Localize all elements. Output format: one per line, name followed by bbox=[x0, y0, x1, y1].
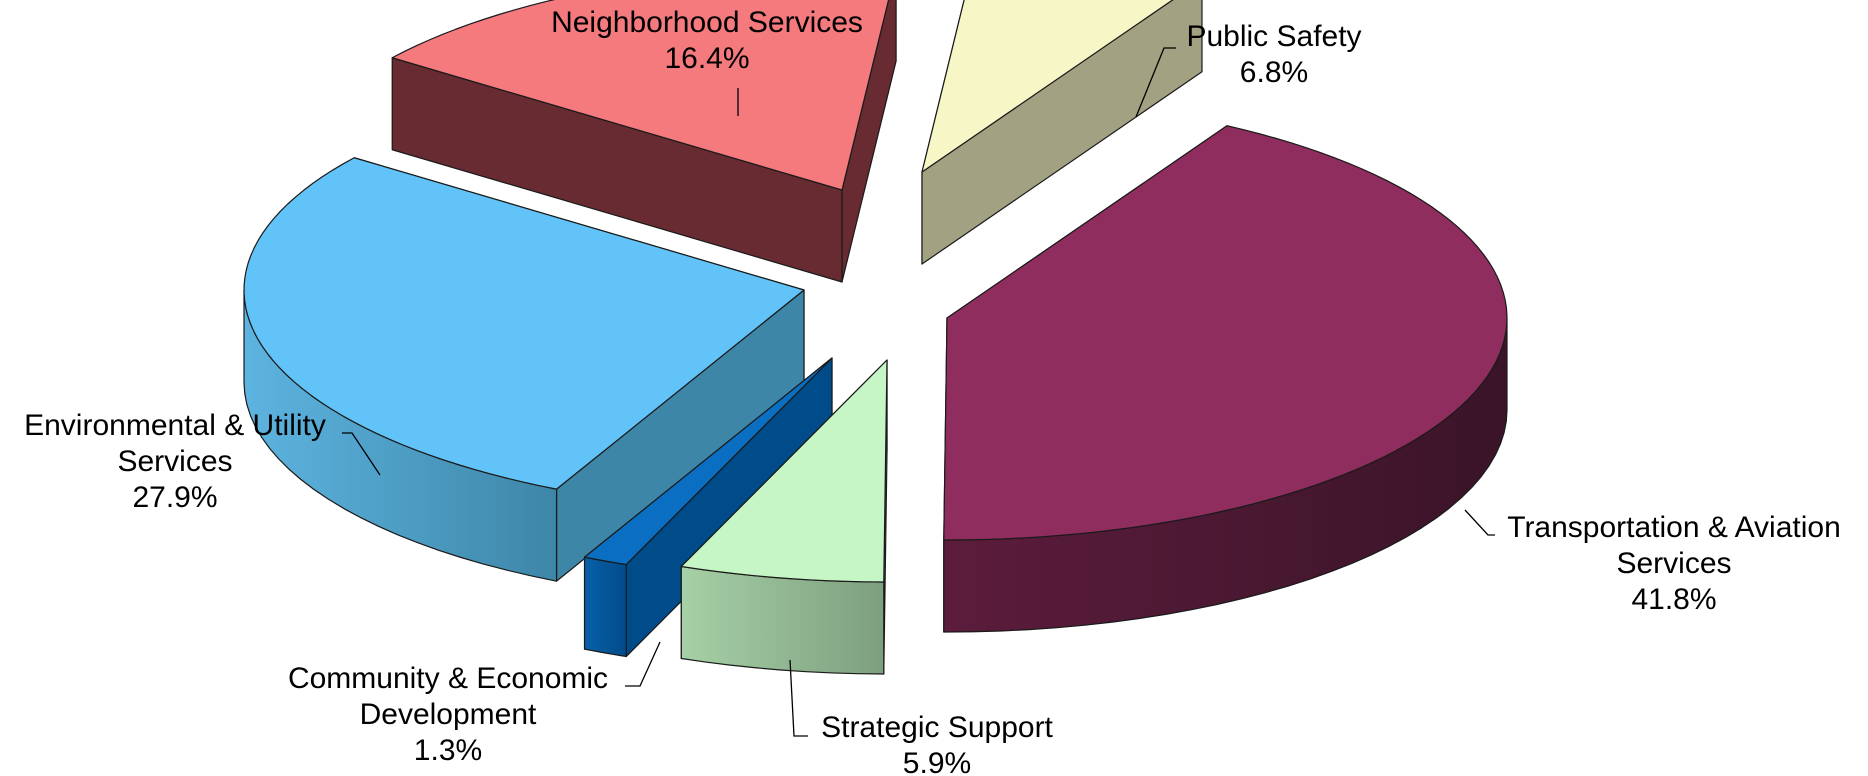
leader-line-transportation-and-aviation-services bbox=[1464, 509, 1495, 536]
slice-neighborhood-services bbox=[391, 0, 890, 191]
data-label-name: Community & Economic bbox=[288, 662, 608, 695]
slice-transportation-and-aviation-services bbox=[943, 125, 1508, 541]
data-label-name: Transportation & Aviation bbox=[1507, 511, 1841, 544]
leader-line-public-safety bbox=[1135, 47, 1176, 118]
leader-line-community-and-economic-development bbox=[625, 641, 661, 687]
slice-environmental-and-utility-services bbox=[243, 157, 805, 490]
slice-label-strategic-support: Strategic Support 5.9% bbox=[789, 659, 1054, 776]
data-label-name: Neighborhood Services bbox=[551, 6, 863, 39]
leader-line-environmental-and-utility-services bbox=[342, 432, 381, 476]
data-label-percent: 27.9% bbox=[132, 481, 217, 514]
slice-tops bbox=[243, 0, 1508, 583]
data-label-name: Services bbox=[117, 445, 232, 478]
data-label-percent: 41.8% bbox=[1631, 583, 1716, 616]
data-label-percent: 6.8% bbox=[1240, 56, 1308, 89]
data-label-name: Strategic Support bbox=[821, 711, 1053, 744]
data-label-percent: 5.9% bbox=[903, 747, 971, 776]
slice-community-and-economic-development bbox=[583, 357, 833, 566]
data-label-name: Development bbox=[360, 698, 537, 731]
data-label-name: Environmental & Utility bbox=[24, 409, 326, 442]
data-label-percent: 1.3% bbox=[414, 734, 482, 767]
data-label-percent: 16.4% bbox=[664, 42, 749, 75]
data-label-name: Services bbox=[1616, 547, 1731, 580]
slice-public-safety bbox=[921, 0, 1174, 173]
slice-wall-strategic-support bbox=[680, 565, 885, 675]
slice-labels: Transportation & AviationServices41.8%St… bbox=[24, 6, 1841, 776]
leader-line-strategic-support bbox=[789, 659, 808, 737]
slice-strategic-support bbox=[680, 359, 888, 583]
slice-wall-community-and-economic-development bbox=[583, 556, 627, 658]
data-label-name: Public Safety bbox=[1186, 20, 1361, 53]
